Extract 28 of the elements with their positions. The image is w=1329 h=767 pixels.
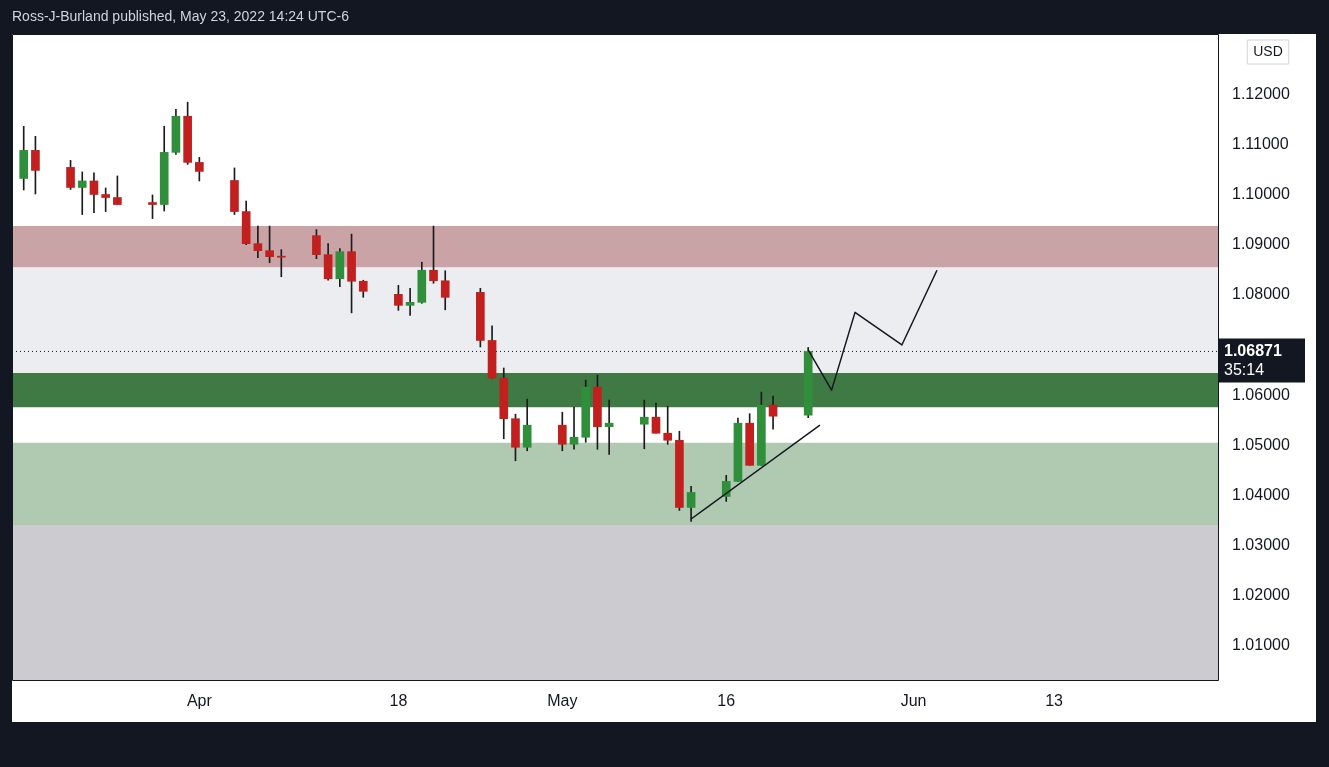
y-axis-title: USD bbox=[1253, 42, 1283, 59]
candlestick bbox=[569, 406, 579, 450]
chart-title: Ross-J-Burland published, May 23, 2022 14:24 UTC-6 bbox=[12, 7, 350, 24]
candlestick bbox=[405, 287, 415, 316]
x-tick-label: Apr bbox=[186, 692, 213, 710]
y-tick-label: 1.11000 bbox=[1232, 134, 1289, 152]
y-tick-label: 1.06000 bbox=[1232, 385, 1290, 403]
y-tick-label: 1.12000 bbox=[1232, 84, 1290, 102]
y-tick-label: 1.09000 bbox=[1232, 235, 1290, 253]
ref-line-label: 1.06871 bbox=[1224, 341, 1282, 359]
y-tick-label: 1.04000 bbox=[1232, 485, 1290, 503]
x-tick-label: Jun bbox=[900, 692, 927, 710]
candlestick bbox=[639, 399, 649, 450]
y-tick-label: 1.01000 bbox=[1232, 636, 1290, 654]
candlestick bbox=[276, 249, 286, 278]
x-tick-label: 16 bbox=[717, 692, 736, 710]
y-tick-label: 1.05000 bbox=[1232, 435, 1290, 453]
text: 35:14 bbox=[1224, 360, 1265, 378]
x-tick-label: May bbox=[547, 692, 578, 710]
y-tick-label: 1.08000 bbox=[1232, 285, 1290, 303]
candlestick bbox=[77, 171, 87, 215]
y-tick-label: 1.02000 bbox=[1232, 586, 1290, 604]
x-tick-label: 13 bbox=[1045, 692, 1064, 710]
y-tick-label: 1.10000 bbox=[1232, 184, 1290, 202]
y-tick-label: 1.03000 bbox=[1232, 535, 1290, 553]
x-tick-label: 18 bbox=[389, 692, 408, 710]
candlestick bbox=[101, 187, 110, 212]
candlestick bbox=[663, 405, 673, 445]
